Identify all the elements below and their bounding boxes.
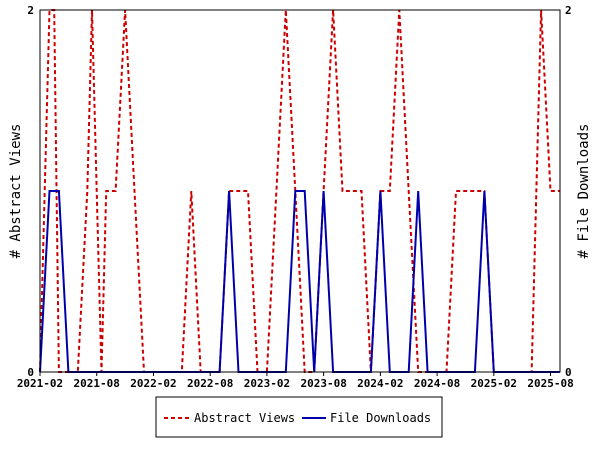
plot-frame xyxy=(39,9,561,373)
x-tick-label: 2025-08 xyxy=(527,377,573,390)
x-tick-label: 2023-02 xyxy=(244,377,290,390)
x-tick-label: 2025-02 xyxy=(471,377,517,390)
legend-box xyxy=(155,396,443,438)
x-tick-label: 2021-08 xyxy=(74,377,120,390)
x-axis: 2021-02 2021-08 2022-02 2022-08 2023-02 2023-… xyxy=(17,372,574,390)
y-right-tick-max: 2 xyxy=(565,4,572,17)
x-tick-label: 2024-02 xyxy=(357,377,403,390)
x-tick-label: 2022-08 xyxy=(187,377,233,390)
x-tick-label: 2022-02 xyxy=(130,377,176,390)
y-left-tick-max: 2 xyxy=(27,4,34,17)
x-tick-label: 2021-02 xyxy=(17,377,63,390)
series-layer xyxy=(39,9,560,373)
legend-label-file-downloads: File Downloads xyxy=(330,411,431,425)
x-tick-label: 2023-08 xyxy=(300,377,346,390)
y-left-tick-min: 0 xyxy=(27,366,34,379)
series-line-abstract-views xyxy=(39,9,560,373)
legend-label-abstract-views: Abstract Views xyxy=(194,411,295,425)
x-tick-label: 2024-08 xyxy=(414,377,460,390)
y-right-axis-title: # File Downloads xyxy=(576,124,592,259)
y-right-tick-min: 0 xyxy=(565,366,572,379)
y-left-axis-title: # Abstract Views xyxy=(8,124,24,259)
legend: Abstract Views File Downloads xyxy=(155,396,443,438)
